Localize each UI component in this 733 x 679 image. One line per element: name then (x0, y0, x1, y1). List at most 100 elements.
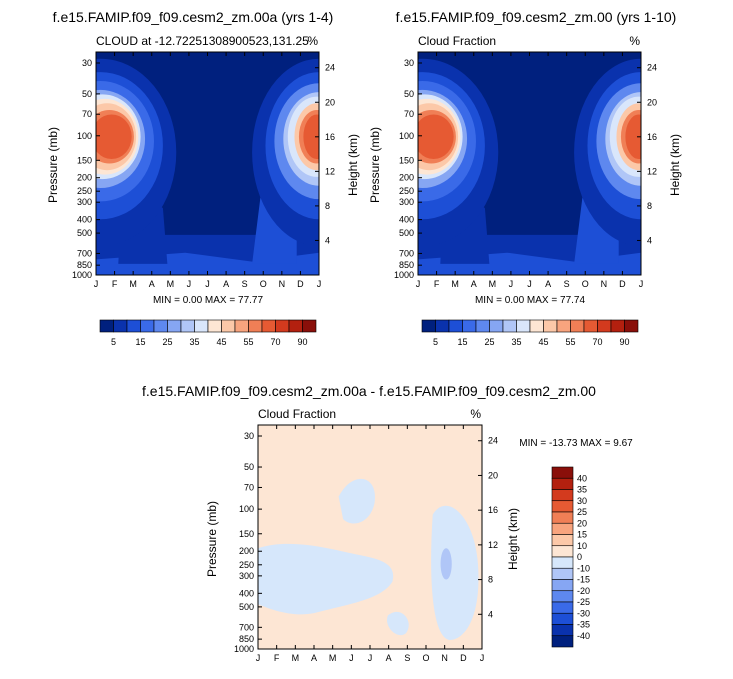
colorbar-swatch (570, 319, 585, 333)
colorbar-label: 5 (433, 337, 438, 347)
colorbar-swatch (153, 319, 168, 333)
colorbar-label: 70 (592, 337, 602, 347)
y-tick-label: 850 (239, 634, 254, 644)
plot-frame (417, 51, 642, 276)
colorbar-swatch (448, 319, 463, 333)
y-tick-label: 400 (399, 215, 414, 225)
colorbar-label: -40 (577, 631, 590, 641)
colorbar-swatch (140, 319, 155, 333)
x-tick-label: S (242, 279, 248, 289)
y-tick-label: 100 (239, 504, 254, 514)
panel-2-y2label: Height (km) (668, 134, 682, 196)
panel-3-left-label: Cloud Fraction (258, 407, 336, 421)
field-contour (625, 114, 641, 160)
y-tick-label: 30 (82, 58, 92, 68)
y-tick-label: 70 (82, 109, 92, 119)
diff-region-strong (440, 548, 452, 580)
y-tick-label: 1000 (72, 270, 92, 280)
panel-3-title: f.e15.FAMIP.f09_f09.cesm2_zm.00a - f.e15… (142, 383, 596, 399)
colorbar-label: 35 (189, 337, 199, 347)
diff-region-negative (387, 611, 409, 636)
x-tick-label: D (297, 279, 304, 289)
colorbar-swatch (435, 319, 450, 333)
y-tick-label: 700 (239, 622, 254, 632)
y-tick-label: 300 (77, 197, 92, 207)
panel-2-left-label: Cloud Fraction (418, 34, 496, 48)
panel-3-ylabel: Pressure (mb) (205, 501, 219, 577)
x-tick-label: A (545, 279, 551, 289)
y2-tick-label: 24 (488, 436, 498, 446)
x-tick-label: J (480, 653, 485, 663)
colorbar-label: -20 (577, 586, 590, 596)
y-tick-label: 30 (244, 431, 254, 441)
x-tick-label: J (416, 279, 421, 289)
y2-tick-label: 12 (647, 166, 657, 176)
panel-2: f.e15.FAMIP.f09_f09.cesm2_zm.00 (yrs 1-1… (368, 9, 682, 347)
y-tick-label: 300 (239, 571, 254, 581)
colorbar-swatch (551, 601, 574, 614)
colorbar-swatch (624, 319, 639, 333)
colorbar-label: 40 (577, 473, 587, 483)
colorbar-swatch (551, 545, 574, 558)
y2-tick-label: 16 (647, 132, 657, 142)
y-tick-label: 70 (404, 109, 414, 119)
colorbar-label: 45 (216, 337, 226, 347)
x-tick-label: A (471, 279, 477, 289)
y-tick-label: 850 (77, 260, 92, 270)
x-tick-label: M (292, 653, 300, 663)
panel-1: f.e15.FAMIP.f09_f09.cesm2_zm.00a (yrs 1-… (46, 9, 360, 347)
colorbar-label: -15 (577, 575, 590, 585)
x-tick-label: N (279, 279, 286, 289)
x-tick-label: O (422, 653, 429, 663)
x-tick-label: M (167, 279, 175, 289)
colorbar-label: 90 (619, 337, 629, 347)
y2-tick-label: 20 (647, 97, 657, 107)
colorbar-swatch (167, 319, 182, 333)
y-tick-label: 1000 (394, 270, 414, 280)
y2-tick-label: 20 (325, 97, 335, 107)
colorbar-label: 25 (162, 337, 172, 347)
colorbar-swatch (551, 511, 574, 524)
colorbar-label: 70 (270, 337, 280, 347)
colorbar-label: 15 (577, 530, 587, 540)
colorbar-label: 0 (577, 552, 582, 562)
colorbar-label: 55 (243, 337, 253, 347)
field-contour (303, 114, 319, 160)
colorbar-swatch (288, 319, 303, 333)
y-tick-label: 70 (244, 482, 254, 492)
colorbar-swatch (551, 579, 574, 592)
colorbar-swatch (194, 319, 209, 333)
y-tick-label: 150 (77, 155, 92, 165)
y-tick-label: 250 (77, 186, 92, 196)
x-tick-label: N (601, 279, 608, 289)
diff-region-negative (431, 505, 479, 641)
x-tick-label: J (349, 653, 354, 663)
diff-region-negative (258, 543, 394, 615)
colorbar-swatch (421, 319, 436, 333)
colorbar-swatch (551, 466, 574, 479)
colorbar-swatch (275, 319, 290, 333)
panel-1-stats: MIN = 0.00 MAX = 77.77 (153, 295, 263, 306)
colorbar-label: -30 (577, 608, 590, 618)
y2-tick-label: 4 (325, 235, 330, 245)
field-contour (418, 114, 454, 160)
x-tick-label: M (451, 279, 459, 289)
x-tick-label: O (260, 279, 267, 289)
colorbar-swatch (610, 319, 625, 333)
y-tick-label: 250 (399, 186, 414, 196)
x-tick-label: J (317, 279, 322, 289)
colorbar-label: 25 (577, 507, 587, 517)
x-tick-label: M (489, 279, 497, 289)
colorbar-swatch (207, 319, 222, 333)
x-tick-label: A (386, 653, 392, 663)
y-tick-label: 500 (399, 228, 414, 238)
y-tick-label: 50 (82, 89, 92, 99)
colorbar-swatch (475, 319, 490, 333)
panel-1-left-label: CLOUD at -12.72251308900523,131.25 (96, 34, 309, 48)
y-tick-label: 700 (399, 248, 414, 258)
y2-tick-label: 8 (325, 201, 330, 211)
plot-frame (95, 51, 320, 276)
